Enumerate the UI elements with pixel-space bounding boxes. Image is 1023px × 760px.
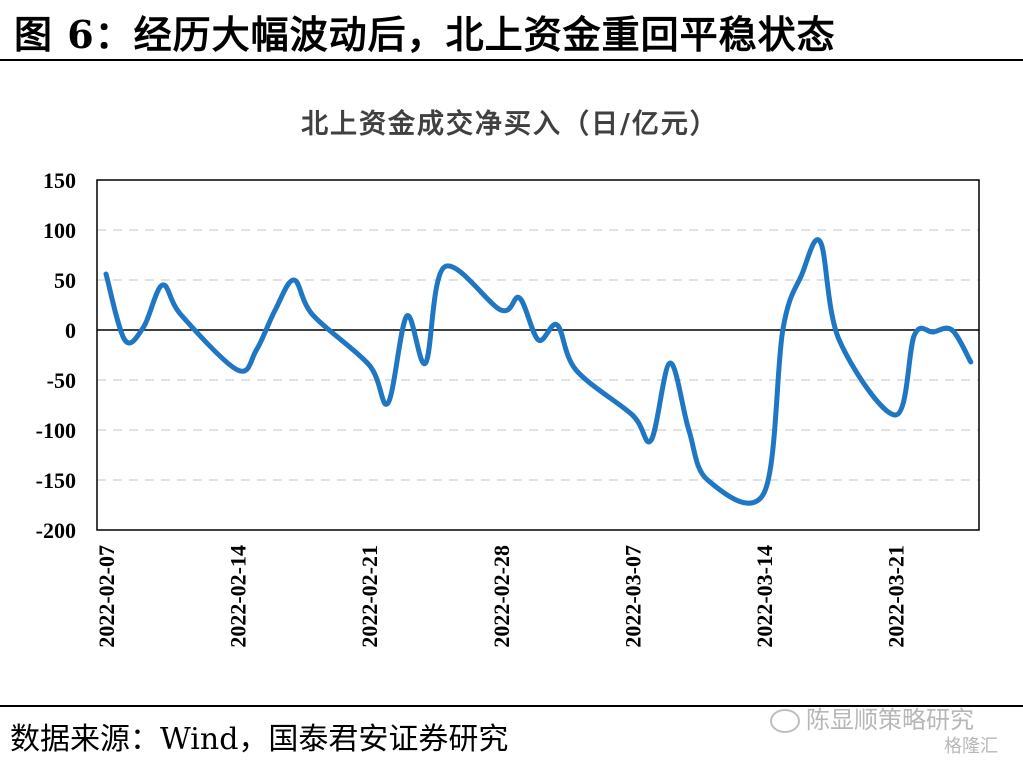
data-point-2022-03-07 (630, 413, 635, 418)
y-tick-label-5: -100 (36, 418, 76, 443)
data-point-2022-02-22 (386, 401, 391, 406)
data-point-2022-02-23 (404, 314, 409, 319)
data-point-2022-03-03 (555, 323, 560, 328)
data-point-2022-02-24 (423, 361, 428, 366)
data-point-2022-03-04 (574, 368, 579, 373)
data-point-2022-02-18 (310, 313, 315, 318)
data-point-2022-03-17 (818, 240, 823, 245)
data-point-2022-03-25 (968, 360, 973, 365)
data-point-2022-03-02 (536, 338, 541, 343)
series-layer (103, 237, 974, 506)
data-point-2022-03-22 (912, 333, 917, 338)
source-note: 数据来源：Wind，国泰君安证券研究 (10, 722, 509, 757)
chart-svg: 北上资金成交净买入（日/亿元） 150 100 50 0 -50 -100 -150 -200… (36, 108, 980, 648)
y-tick-label-3: 0 (65, 318, 76, 343)
figure-title: 图 6：经历大幅波动后，北上资金重回平稳状态 (14, 12, 836, 57)
chart-title: 北上资金成交净买入（日/亿元） (301, 108, 719, 140)
watermark-2: 格隆汇 (944, 736, 998, 757)
x-axis-ticks: 2022-02-07 2022-02-14 2022-02-21 2022-02-28… (94, 545, 909, 648)
wechat-icon (770, 709, 800, 733)
series-line (103, 237, 974, 506)
x-tick-label-3: 2022-02-28 (489, 545, 514, 648)
watermark-text: 陈显顺策略研究 (806, 706, 974, 734)
x-tick-label-6: 2022-03-21 (884, 545, 909, 648)
watermark: 陈显顺策略研究 (770, 700, 974, 735)
y-tick-label-2: 50 (54, 268, 76, 293)
grid-lines (97, 229, 979, 481)
data-point-2022-02-10 (160, 283, 165, 288)
x-tick-label-2: 2022-02-21 (357, 545, 382, 648)
data-point-2022-03-21 (893, 413, 898, 418)
data-point-2022-02-16 (273, 308, 278, 313)
data-point-2022-02-15 (254, 348, 259, 353)
bottom-rule (0, 705, 1023, 707)
data-point-2022-02-09 (141, 325, 146, 330)
data-point-2022-02-28 (498, 308, 503, 313)
data-point-2022-02-25 (442, 265, 447, 270)
data-point-2022-03-23 (931, 330, 936, 335)
data-point-2022-03-24 (950, 328, 955, 333)
y-axis-ticks: 150 100 50 0 -50 -100 -150 -200 (36, 168, 76, 543)
data-point-2022-02-11 (179, 313, 184, 318)
x-tick-label-1: 2022-02-14 (226, 545, 251, 648)
plot-area-border (96, 179, 980, 531)
data-point-2022-03-14 (762, 491, 767, 496)
data-point-2022-02-08 (122, 338, 127, 343)
data-point-2022-03-01 (517, 296, 522, 301)
y-tick-label-1: 100 (43, 218, 76, 243)
data-point-2022-03-10 (686, 428, 691, 433)
y-tick-label-7: -200 (36, 518, 76, 543)
data-point-2022-03-09 (668, 361, 673, 366)
x-tick-label-0: 2022-02-07 (94, 545, 119, 648)
x-tick-label-4: 2022-03-07 (620, 545, 645, 648)
data-point-2022-02-21 (367, 363, 372, 368)
y-tick-label-4: -50 (47, 368, 76, 393)
data-point-2022-03-15 (780, 328, 785, 333)
data-point-2022-02-14 (235, 368, 240, 373)
x-tick-label-5: 2022-03-14 (752, 545, 777, 648)
data-point-2022-02-17 (292, 278, 297, 283)
top-rule (0, 59, 1023, 61)
data-point-2022-03-08 (649, 438, 654, 443)
data-point-2022-03-16 (799, 273, 804, 278)
data-point-2022-03-18 (837, 338, 842, 343)
data-point-2022-02-07 (104, 272, 109, 277)
y-tick-label-0: 150 (43, 168, 76, 193)
data-point-2022-03-11 (705, 478, 710, 483)
y-tick-label-6: -150 (36, 468, 76, 493)
